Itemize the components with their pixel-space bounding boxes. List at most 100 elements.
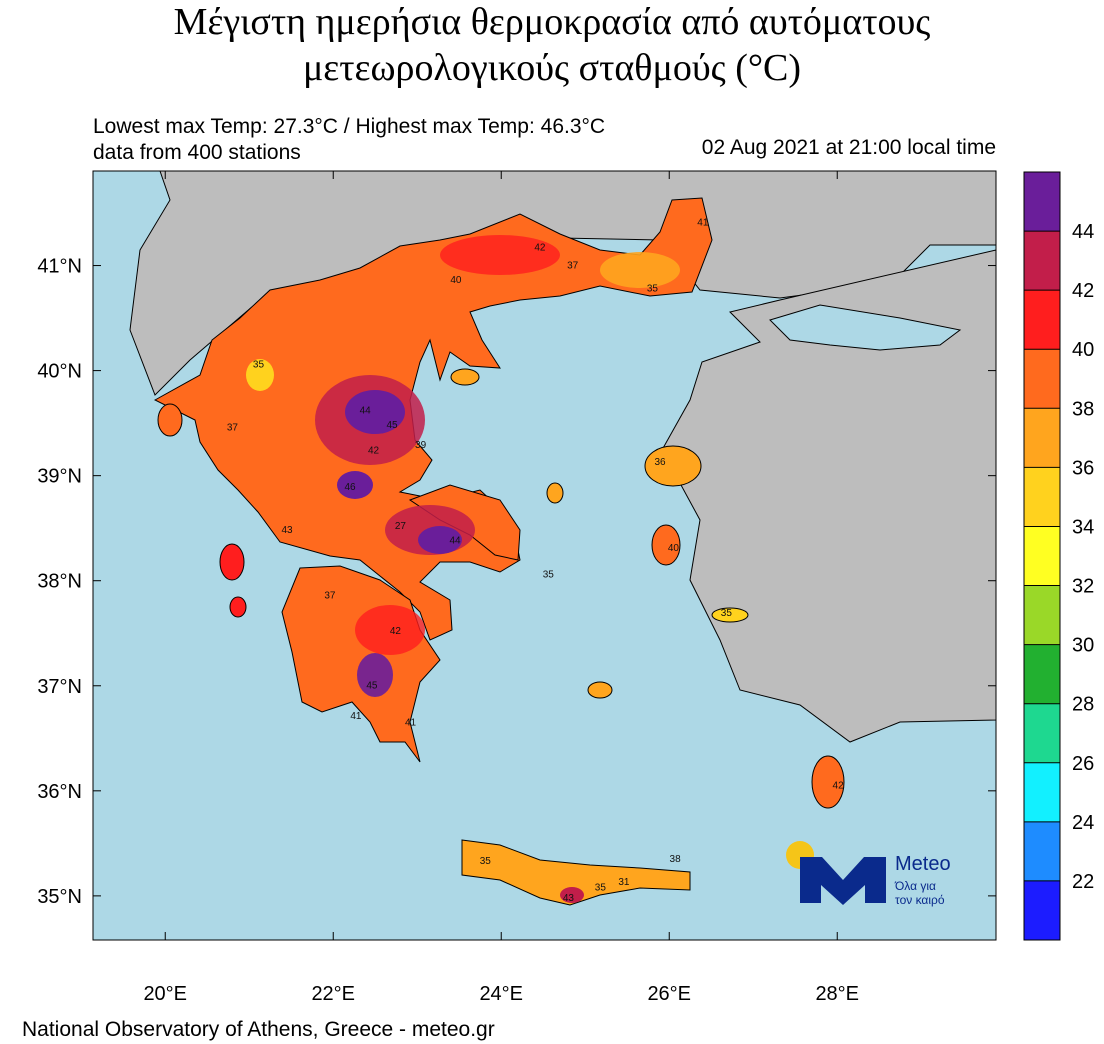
x-tick-label: 20°E [143, 983, 187, 1005]
station-value: 41 [697, 217, 709, 228]
skyros [546, 482, 564, 504]
station-value: 35 [543, 569, 555, 580]
station-value: 42 [534, 243, 546, 254]
y-tick-label: 38°N [37, 571, 82, 593]
logo: Meteo Όλα για τον καιρό [786, 841, 951, 907]
colorbar-label: 32 [1072, 576, 1094, 598]
station-value: 41 [405, 717, 417, 728]
colorbar-bin [1024, 172, 1060, 232]
heat-area [600, 252, 680, 288]
station-value: 37 [227, 422, 239, 433]
station-value: 35 [647, 284, 659, 295]
colorbar-label: 24 [1072, 812, 1094, 834]
station-value: 45 [386, 420, 398, 431]
colorbar-label: 42 [1072, 280, 1094, 302]
station-value: 40 [450, 275, 462, 286]
y-tick-label: 37°N [37, 676, 82, 698]
colorbar-bin [1024, 349, 1060, 409]
map [92, 170, 997, 941]
station-value: 42 [390, 626, 402, 637]
station-value: 27 [395, 521, 407, 532]
heat-area [418, 526, 462, 554]
chios [651, 524, 681, 566]
station-value: 42 [368, 445, 380, 456]
corfu [157, 403, 183, 437]
station-value: 35 [253, 359, 265, 370]
colorbar-label: 22 [1072, 871, 1094, 893]
station-value: 37 [324, 590, 336, 601]
heat-area [440, 235, 560, 275]
heat-area [560, 887, 584, 903]
station-value: 37 [567, 260, 579, 271]
title-line: Μέγιστη ημερήσια θερμοκρασία από αυτόματ… [174, 1, 931, 43]
colorbar-bin [1024, 880, 1060, 940]
colorbar-bin [1024, 231, 1060, 291]
x-tick-label: 22°E [311, 983, 355, 1005]
heat-area [345, 390, 405, 434]
station-value: 44 [449, 536, 461, 547]
greece-mainland [153, 197, 713, 641]
colorbar-label: 26 [1072, 753, 1094, 775]
colorbar-bin [1024, 762, 1060, 822]
heat-area [357, 653, 393, 697]
x-tick-label: 24°E [479, 983, 523, 1005]
station-value: 44 [360, 405, 372, 416]
station-value: 41 [350, 711, 362, 722]
subtitle: data from 400 stations [93, 141, 301, 164]
samos [711, 607, 749, 623]
station-value: 35 [480, 856, 492, 867]
station-value: 36 [654, 457, 666, 468]
station-value: 46 [344, 482, 356, 493]
x-tick-label: 26°E [647, 983, 691, 1005]
heat-area [355, 605, 425, 655]
footer: National Observatory of Athens, Greece -… [22, 1018, 495, 1041]
rhodes [811, 755, 845, 809]
station-value: 43 [563, 893, 575, 904]
colorbar-label: 30 [1072, 635, 1094, 657]
zakynthos [229, 596, 247, 618]
colorbar-label: 44 [1072, 221, 1094, 243]
logo-mark [800, 857, 886, 905]
station-value: 43 [281, 525, 293, 536]
y-tick-label: 41°N [37, 256, 82, 278]
heat-area [246, 359, 274, 391]
crete [461, 839, 691, 906]
colorbar-bin [1024, 644, 1060, 704]
colorbar-label: 38 [1072, 398, 1094, 420]
naxos [587, 681, 613, 699]
y-tick-label: 40°N [37, 361, 82, 383]
sea-marmara [769, 304, 962, 351]
station-value: 38 [670, 854, 682, 865]
map-frame [92, 170, 997, 941]
station-value: 40 [668, 543, 680, 554]
logo-tagline: τον καιρό [895, 893, 945, 907]
x-tick-label: 28°E [815, 983, 859, 1005]
logo-name: Meteo [895, 853, 951, 875]
thasos [450, 368, 480, 386]
colorbar-bin [1024, 703, 1060, 763]
y-tick-label: 36°N [37, 781, 82, 803]
station-value: 42 [833, 781, 845, 792]
colorbar-label: 28 [1072, 694, 1094, 716]
colorbar-bin [1024, 821, 1060, 881]
station-value: 45 [366, 681, 378, 692]
colorbar-bin [1024, 408, 1060, 468]
colorbar-bin [1024, 526, 1060, 586]
colorbar-bin [1024, 467, 1060, 527]
title-line: μετεωρολογικούς σταθμούς (°C) [303, 47, 801, 89]
lesvos [644, 445, 702, 487]
y-tick-label: 35°N [37, 886, 82, 908]
subtitle: Lowest max Temp: 27.3°C / Highest max Te… [93, 115, 605, 138]
colorbar-label: 40 [1072, 339, 1094, 361]
colorbar-label: 34 [1072, 516, 1094, 538]
colorbar-frame [1023, 171, 1061, 941]
colorbar-label: 36 [1072, 457, 1094, 479]
colorbar-bin [1024, 585, 1060, 645]
y-tick-label: 39°N [37, 466, 82, 488]
kefalonia [219, 543, 245, 581]
station-value: 39 [415, 440, 427, 451]
colorbar-bin [1024, 290, 1060, 350]
logo-tagline: Όλα για [894, 879, 936, 893]
station-value: 31 [618, 877, 630, 888]
